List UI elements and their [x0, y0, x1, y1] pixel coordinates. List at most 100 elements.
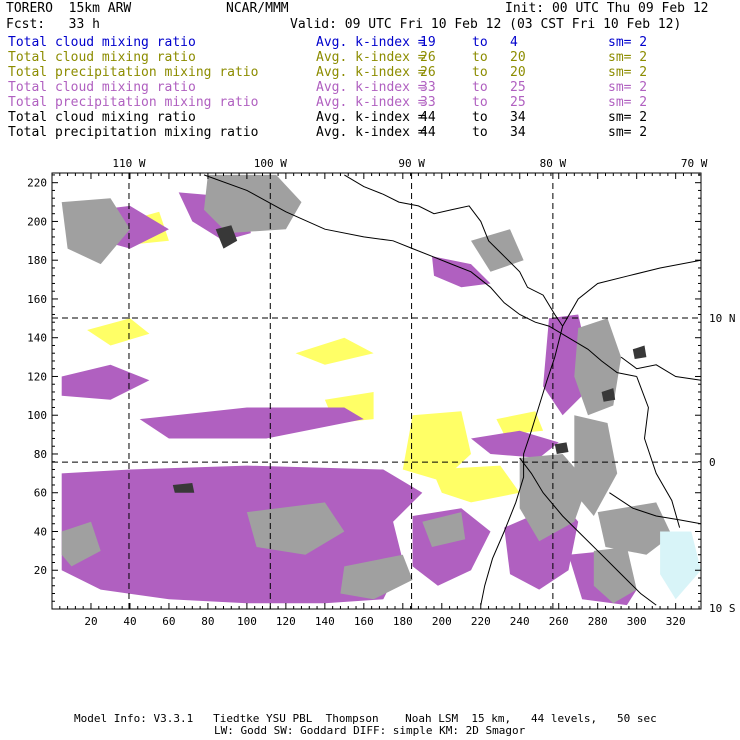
legend-from: 33 [420, 95, 436, 110]
latitude-label: 10 S [709, 602, 736, 615]
legend-row: Total precipitation mixing ratio Avg. k-i… [8, 66, 728, 80]
y-tick-label: 160 [27, 293, 47, 306]
coastline [203, 174, 637, 377]
x-tick-label: 200 [432, 615, 452, 628]
x-tick-label: 180 [393, 615, 413, 628]
yellow-region [402, 411, 471, 482]
x-tick-label: 100 [237, 615, 257, 628]
yellow-region [496, 411, 544, 435]
mixing-ratio-fills [61, 174, 701, 606]
legend-kindex: Avg. k-index = [316, 95, 426, 110]
purple-region [139, 407, 364, 439]
x-tick-label: 40 [123, 615, 136, 628]
y-tick-label: 220 [27, 177, 47, 190]
forecast-hour: Fcst: 33 h [6, 17, 100, 32]
coastline [480, 325, 564, 606]
legend-to-word: to [472, 65, 488, 80]
legend-from: 26 [420, 50, 436, 65]
dark-region [632, 345, 647, 359]
gray-region [61, 198, 131, 265]
legend-to-word: to [472, 35, 488, 50]
x-tick-label: 80 [201, 615, 214, 628]
legend-to: 34 [510, 125, 526, 140]
coastline [620, 356, 701, 381]
longitude-label: 110 W [112, 157, 145, 170]
legend-field: Total cloud mixing ratio [8, 50, 196, 65]
y-tick-label: 100 [27, 409, 47, 422]
legend-field: Total cloud mixing ratio [8, 35, 196, 50]
x-tick-label: 320 [666, 615, 686, 628]
yellow-region [87, 318, 150, 346]
legend-to-word: to [472, 110, 488, 125]
legend-sm: sm= 2 [608, 80, 648, 95]
legend-sm: sm= 2 [608, 110, 648, 125]
legend-sm: sm= 2 [608, 125, 648, 140]
longitude-label: 100 W [254, 157, 287, 170]
legend-to: 4 [510, 35, 518, 50]
x-tick-label: 140 [315, 615, 335, 628]
purple-region [61, 465, 423, 604]
dark-region [601, 388, 616, 402]
x-tick-label: 240 [510, 615, 530, 628]
gray-region [61, 521, 101, 567]
dark-region [172, 483, 195, 493]
legend-sm: sm= 2 [608, 35, 648, 50]
y-tick-label: 60 [34, 487, 47, 500]
legend-to: 20 [510, 65, 526, 80]
gray-region [574, 415, 618, 516]
gray-region [519, 454, 588, 542]
legend-to: 34 [510, 110, 526, 125]
purple-region [61, 364, 150, 400]
legend-field: Total precipitation mixing ratio [8, 95, 259, 110]
longitude-label: 70 W [681, 157, 708, 170]
y-tick-label: 120 [27, 370, 47, 383]
coastlines [203, 174, 701, 606]
cyan-region [660, 531, 701, 600]
plot-frame [51, 172, 702, 610]
legend-from: 33 [420, 80, 436, 95]
legend-sm: sm= 2 [608, 50, 648, 65]
yellow-region [295, 337, 374, 365]
legend-field: Total precipitation mixing ratio [8, 65, 259, 80]
legend-kindex: Avg. k-index = [316, 125, 426, 140]
legend-from: 26 [420, 65, 436, 80]
legend-to: 20 [510, 50, 526, 65]
organization: NCAR/MMM [226, 1, 289, 16]
init-time: Init: 00 UTC Thu 09 Feb 12 [505, 1, 709, 16]
legend-from: 19 [420, 35, 436, 50]
legend-row: Total cloud mixing ratio Avg. k-index = 44… [8, 111, 728, 125]
legend-sm: sm= 2 [608, 95, 648, 110]
y-tick-label: 140 [27, 332, 47, 345]
legend-to: 25 [510, 80, 526, 95]
legend-kindex: Avg. k-index = [316, 50, 426, 65]
y-tick-label: 40 [34, 525, 47, 538]
x-tick-label: 20 [84, 615, 97, 628]
latitude-label: 10 N [709, 312, 736, 325]
coastline [519, 457, 657, 606]
dark-region [554, 442, 569, 454]
yellow-region [432, 465, 520, 503]
legend-kindex: Avg. k-index = [316, 110, 426, 125]
coastline [609, 492, 701, 525]
model-info-line2: LW: Godd SW: Goddard DIFF: simple KM: 2D… [214, 724, 526, 737]
gray-region [340, 554, 413, 600]
legend-from: 44 [420, 110, 436, 125]
legend-field: Total cloud mixing ratio [8, 80, 196, 95]
legend-kindex: Avg. k-index = [316, 35, 426, 50]
gray-region [593, 547, 637, 604]
model-name: TORERO 15km ARW [6, 1, 132, 16]
legend-sm: sm= 2 [608, 65, 648, 80]
longitude-label: 80 W [540, 157, 567, 170]
legend-to-word: to [472, 50, 488, 65]
y-tick-label: 80 [34, 448, 47, 461]
coastline [344, 174, 564, 327]
x-tick-label: 260 [549, 615, 569, 628]
legend-to-word: to [472, 80, 488, 95]
purple-region [471, 430, 559, 458]
x-tick-label: 220 [471, 615, 491, 628]
coastline [636, 376, 681, 528]
x-tick-label: 120 [276, 615, 296, 628]
legend-kindex: Avg. k-index = [316, 65, 426, 80]
gray-region [422, 512, 466, 547]
legend-to: 25 [510, 95, 526, 110]
